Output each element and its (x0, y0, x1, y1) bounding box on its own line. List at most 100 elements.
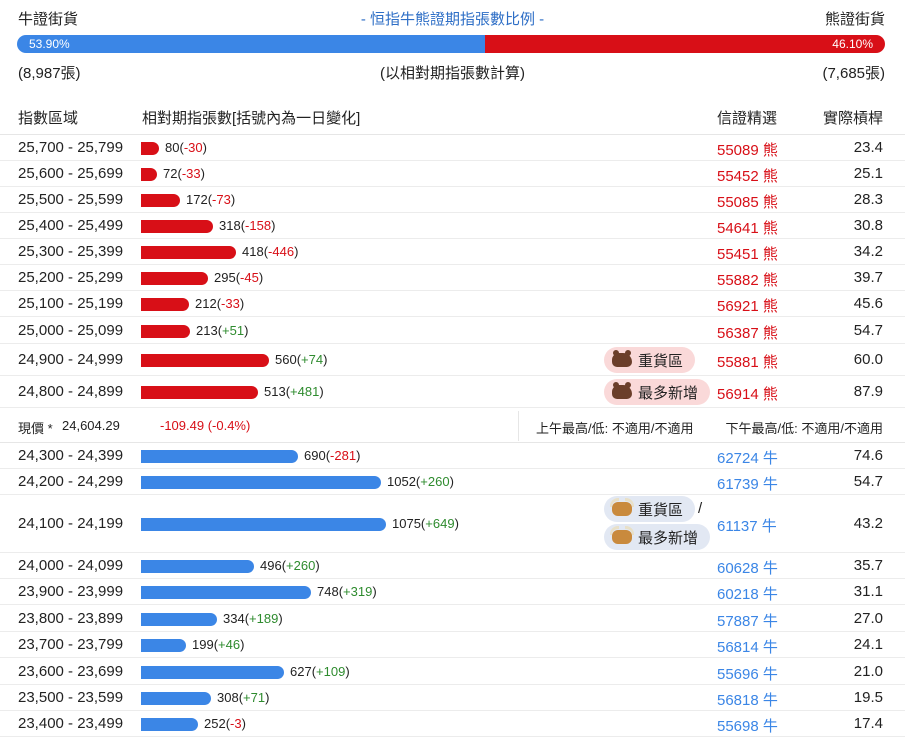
effective-leverage: 87.9 (853, 383, 883, 400)
warrant-code-link[interactable]: 55452 熊 (717, 168, 778, 185)
daily-change: +189 (249, 611, 279, 626)
table-row[interactable]: 23,900 - 23,999 748(+319) 60218 牛 31.1 (0, 579, 905, 605)
bull-title: 牛證街貨 (18, 11, 79, 28)
contract-bar (141, 692, 211, 705)
count-value: 295 (214, 270, 236, 285)
count-value: 334 (223, 611, 245, 626)
table-row[interactable]: 25,100 - 25,199 212(-33) 56921 熊 45.6 (0, 291, 905, 317)
index-range: 24,800 - 24,899 (18, 383, 124, 400)
index-range: 25,700 - 25,799 (18, 139, 124, 156)
daily-change: +46 (218, 637, 241, 652)
warrant-code-link[interactable]: 55696 牛 (717, 666, 778, 683)
tag-label: 最多新增 (638, 384, 699, 402)
table-row[interactable]: 25,700 - 25,799 80(-30) 55089 熊 23.4 (0, 135, 905, 161)
table-row[interactable]: 24,900 - 24,999 560(+74) 重貨區 55881 熊 60.0 (0, 344, 905, 376)
count-value: 172 (186, 192, 208, 207)
contract-bar (141, 639, 186, 652)
daily-change: +481 (290, 384, 320, 399)
daily-change: +319 (343, 584, 373, 599)
effective-leverage: 31.1 (853, 583, 883, 600)
contract-bar (141, 142, 159, 155)
bull-ratio-segment: 53.90% (17, 35, 485, 53)
warrant-code-link[interactable]: 56387 熊 (717, 325, 778, 342)
table-row[interactable]: 25,000 - 25,099 213(+51) 56387 熊 54.7 (0, 317, 905, 344)
paren-open: ( (420, 516, 426, 531)
warrant-code-link[interactable]: 56814 牛 (717, 639, 778, 656)
count-value: 690 (304, 448, 326, 463)
contract-bar (141, 298, 189, 311)
warrant-code-link[interactable]: 62724 牛 (717, 450, 778, 467)
table-row[interactable]: 25,200 - 25,299 295(-45) 55882 熊 39.7 (0, 265, 905, 291)
contract-bar (141, 613, 217, 626)
effective-leverage: 17.4 (853, 715, 883, 732)
warrant-code-link[interactable]: 61739 牛 (717, 476, 778, 493)
paren-open: ( (263, 244, 269, 259)
paren-close: ) (258, 270, 264, 285)
contract-bar (141, 718, 198, 731)
table-row[interactable]: 25,500 - 25,599 172(-73) 55085 熊 28.3 (0, 187, 905, 213)
index-range: 24,300 - 24,399 (18, 447, 124, 464)
table-row[interactable]: 24,000 - 24,099 496(+260) 60628 牛 35.7 (0, 553, 905, 579)
table-row[interactable]: 23,600 - 23,699 627(+109) 55696 牛 21.0 (0, 658, 905, 685)
effective-leverage: 54.7 (853, 322, 883, 339)
effective-leverage: 23.4 (853, 139, 883, 156)
table-row[interactable]: 23,500 - 23,599 308(+71) 56818 牛 19.5 (0, 685, 905, 711)
table-row[interactable]: 25,400 - 25,499 318(-158) 54641 熊 30.8 (0, 213, 905, 239)
warrant-code-link[interactable]: 55881 熊 (717, 354, 778, 371)
bear-count: (7,685張) (822, 65, 885, 82)
warrant-code-link[interactable]: 54641 熊 (717, 220, 778, 237)
warrant-code-link[interactable]: 56921 熊 (717, 298, 778, 315)
table-row[interactable]: 24,800 - 24,899 513(+481) 最多新增 56914 熊 87.9 (0, 376, 905, 408)
table-row[interactable]: 23,400 - 23,499 252(-3) 55698 牛 17.4 (0, 711, 905, 737)
count-value: 72 (163, 166, 178, 181)
warrant-code-link[interactable]: 55451 熊 (717, 246, 778, 263)
table-row[interactable]: 24,200 - 24,299 1052(+260) 61739 牛 54.7 (0, 469, 905, 495)
index-range: 23,600 - 23,699 (18, 663, 124, 680)
warrant-code-link[interactable]: 55089 熊 (717, 142, 778, 159)
paren-open: ( (325, 448, 331, 463)
contract-count: 496(+260) (260, 558, 320, 573)
ratio-header: 牛證街貨 - 恒指牛熊證期指張數比例 - 熊證街貨 (0, 0, 905, 30)
count-value: 627 (290, 664, 312, 679)
current-price-label: 現價 * (18, 421, 53, 436)
warrant-code-link[interactable]: 56914 熊 (717, 386, 778, 403)
effective-leverage: 34.2 (853, 243, 883, 260)
index-range: 23,800 - 23,899 (18, 610, 124, 627)
effective-leverage: 30.8 (853, 217, 883, 234)
warrant-code-link[interactable]: 55882 熊 (717, 272, 778, 289)
warrant-code-link[interactable]: 57887 牛 (717, 613, 778, 630)
contract-bar (141, 168, 157, 181)
warrant-code-link[interactable]: 55085 熊 (717, 194, 778, 211)
count-value: 748 (317, 584, 339, 599)
effective-leverage: 25.1 (853, 165, 883, 182)
warrant-code-link[interactable]: 61137 牛 (717, 518, 777, 535)
paren-close: ) (244, 323, 249, 338)
contract-count: 252(-3) (204, 716, 246, 731)
index-range: 24,000 - 24,099 (18, 557, 124, 574)
table-row[interactable]: 23,800 - 23,899 334(+189) 57887 牛 27.0 (0, 605, 905, 632)
effective-leverage: 45.6 (853, 295, 883, 312)
warrant-code-link[interactable]: 60218 牛 (717, 586, 778, 603)
warrant-code-link[interactable]: 55698 牛 (717, 718, 778, 735)
daily-change: -281 (330, 448, 357, 463)
table-row[interactable]: 24,300 - 24,399 690(-281) 62724 牛 74.6 (0, 443, 905, 469)
table-row[interactable]: 25,300 - 25,399 418(-446) 55451 熊 34.2 (0, 239, 905, 265)
bull-icon (610, 498, 634, 516)
contract-count: 1075(+649) (392, 516, 459, 531)
table-row[interactable]: 25,600 - 25,699 72(-33) 55452 熊 25.1 (0, 161, 905, 187)
table-row[interactable]: 24,100 - 24,199 1075(+649) 重貨區 / 最多新增 61137 牛… (0, 495, 905, 553)
paren-open: ( (213, 637, 219, 652)
effective-leverage: 43.2 (853, 515, 883, 532)
index-range: 25,500 - 25,599 (18, 191, 124, 208)
table-row[interactable]: 23,700 - 23,799 199(+46) 56814 牛 24.1 (0, 632, 905, 658)
contract-count: 80(-30) (165, 140, 207, 155)
daily-change: +649 (425, 516, 455, 531)
index-range: 25,400 - 25,499 (18, 217, 124, 234)
warrant-code-link[interactable]: 56818 牛 (717, 692, 778, 709)
paren-open: ( (217, 323, 223, 338)
basis-note: (以相對期指張數計算) (380, 65, 525, 82)
pm-range: 下午最高/低: 不適用/不適用 (725, 421, 883, 436)
daily-change: +74 (301, 352, 324, 367)
index-range: 25,600 - 25,699 (18, 165, 124, 182)
warrant-code-link[interactable]: 60628 牛 (717, 560, 778, 577)
